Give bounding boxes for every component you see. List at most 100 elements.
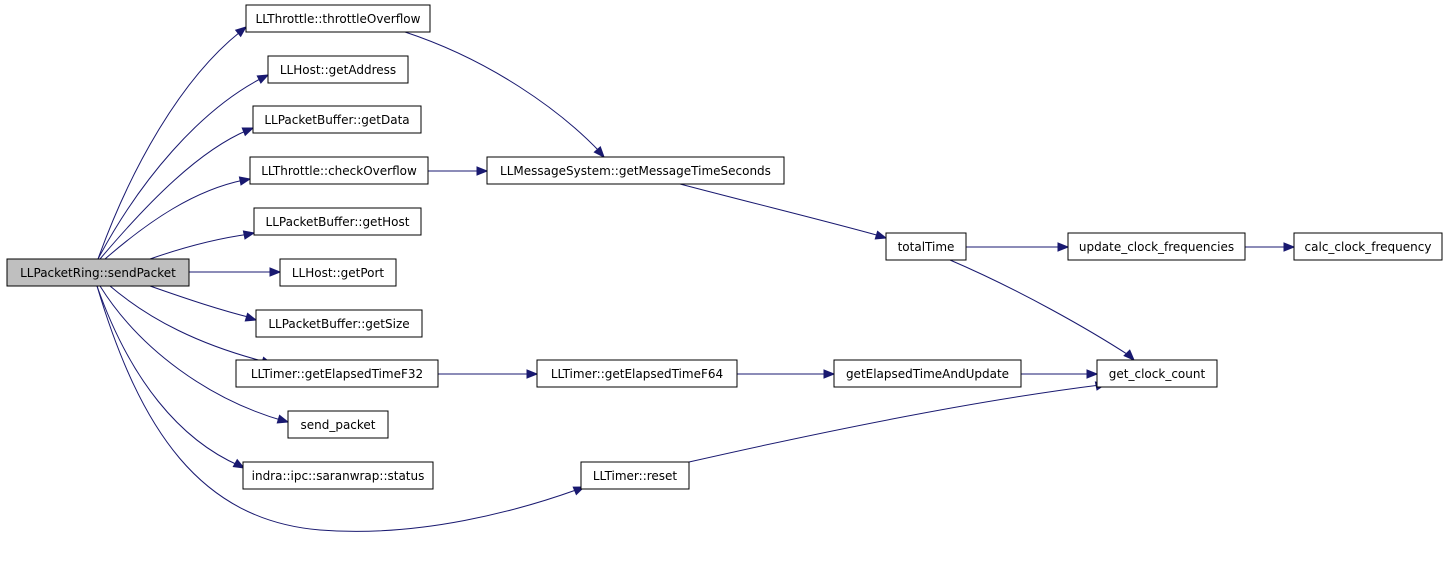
arrowhead (232, 458, 246, 469)
node-box (253, 207, 422, 236)
node-box (1067, 232, 1246, 261)
node-getSize[interactable]: LLPacketBuffer::getSize (255, 309, 423, 338)
node-send_packet[interactable]: send_packet (287, 410, 389, 439)
edge-totalTime-to-get_clock_count (949, 259, 1135, 361)
node-label: LLPacketBuffer::getSize (268, 317, 409, 331)
arrowhead (234, 26, 248, 38)
edge-line (404, 31, 601, 153)
node-label: LLHost::getAddress (280, 63, 396, 77)
edge-throttleOverflow-to-getMessageTimeSeconds (404, 31, 605, 159)
edge-line (96, 285, 241, 467)
arrowhead (593, 146, 605, 159)
node-label: LLTimer::getElapsedTimeF64 (551, 367, 723, 381)
node-box (536, 359, 738, 388)
edges-layer (96, 26, 1296, 532)
arrowhead (526, 369, 539, 379)
node-label: get_clock_count (1109, 367, 1206, 381)
node-getHost[interactable]: LLPacketBuffer::getHost (253, 207, 422, 236)
edge-line (149, 233, 251, 260)
arrowhead (1123, 349, 1135, 361)
node-checkOverflow[interactable]: LLThrottle::checkOverflow (249, 156, 429, 185)
arrowhead (269, 267, 282, 277)
edge-checkOverflow-to-getMessageTimeSeconds (428, 166, 489, 176)
node-get_clock_count[interactable]: get_clock_count (1096, 359, 1218, 388)
node-throttleOverflow[interactable]: LLThrottle::throttleOverflow (245, 4, 431, 33)
node-getElapsedTimeF64[interactable]: LLTimer::getElapsedTimeF64 (536, 359, 738, 388)
arrowhead (241, 127, 255, 137)
node-totalTime[interactable]: totalTime (885, 232, 967, 261)
node-label: LLMessageSystem::getMessageTimeSeconds (500, 164, 771, 178)
node-sendPacket[interactable]: LLPacketRing::sendPacket (6, 258, 190, 287)
node-box (235, 359, 439, 388)
node-box (267, 55, 409, 84)
node-box (279, 258, 397, 287)
edge-sendPacket-to-getPort (189, 267, 282, 277)
nodes-layer: LLPacketRing::sendPacket LLThrottle::thro… (6, 4, 1443, 490)
node-reset[interactable]: LLTimer::reset (580, 461, 690, 490)
edge-getElapsedTimeF64-to-getElapsedTimeAndUpdate (737, 369, 836, 379)
node-getElapsedTimeF32[interactable]: LLTimer::getElapsedTimeF32 (235, 359, 439, 388)
node-box (249, 156, 429, 185)
arrowhead (1086, 369, 1099, 379)
node-box (1096, 359, 1218, 388)
node-update_clock_frequencies[interactable]: update_clock_frequencies (1067, 232, 1246, 261)
node-label: calc_clock_frequency (1305, 240, 1432, 254)
node-status[interactable]: indra::ipc::saranwrap::status (242, 461, 434, 490)
edge-line (679, 183, 881, 237)
edge-totalTime-to-update_clock_frequencies (966, 242, 1070, 252)
node-box (6, 258, 190, 287)
edge-line (109, 285, 267, 363)
edge-reset-to-get_clock_count (688, 381, 1108, 463)
edge-getElapsedTimeAndUpdate-to-get_clock_count (1021, 369, 1099, 379)
node-box (1293, 232, 1443, 261)
edge-line (688, 384, 1101, 463)
edge-line (149, 285, 253, 319)
arrowhead (1283, 242, 1296, 252)
node-box (833, 359, 1022, 388)
edge-line (949, 259, 1131, 357)
arrowhead (238, 176, 252, 186)
edge-line (104, 179, 245, 260)
edge-sendPacket-to-getAddress (97, 74, 270, 260)
node-getPort[interactable]: LLHost::getPort (279, 258, 397, 287)
node-box (580, 461, 690, 490)
edge-line (97, 31, 241, 260)
node-label: send_packet (300, 418, 375, 432)
node-label: getElapsedTimeAndUpdate (846, 367, 1009, 381)
node-label: LLThrottle::throttleOverflow (256, 12, 421, 26)
arrowhead (256, 74, 270, 84)
node-getElapsedTimeAndUpdate[interactable]: getElapsedTimeAndUpdate (833, 359, 1022, 388)
node-label: LLHost::getPort (292, 266, 385, 280)
node-label: LLPacketBuffer::getData (264, 113, 409, 127)
edge-sendPacket-to-checkOverflow (104, 176, 252, 260)
arrowhead (1057, 242, 1070, 252)
node-label: LLTimer::getElapsedTimeF32 (251, 367, 423, 381)
node-label: totalTime (898, 240, 955, 254)
edge-sendPacket-to-status (96, 285, 246, 469)
edge-line (99, 129, 249, 260)
edge-line (97, 77, 263, 260)
edge-line (99, 285, 285, 422)
node-box (245, 4, 431, 33)
node-box (486, 156, 785, 185)
node-box (242, 461, 434, 490)
node-getData[interactable]: LLPacketBuffer::getData (252, 105, 422, 134)
edge-getMessageTimeSeconds-to-totalTime (679, 183, 888, 240)
node-box (885, 232, 967, 261)
node-box (255, 309, 423, 338)
node-getMessageTimeSeconds[interactable]: LLMessageSystem::getMessageTimeSeconds (486, 156, 785, 185)
edge-sendPacket-to-send_packet (99, 285, 290, 424)
edge-line (96, 285, 577, 532)
edge-sendPacket-to-getElapsedTimeF32 (109, 285, 274, 366)
edge-sendPacket-to-getHost (149, 230, 256, 260)
arrowhead (823, 369, 836, 379)
node-box (252, 105, 422, 134)
node-label: LLTimer::reset (593, 469, 678, 483)
node-calc_clock_frequency[interactable]: calc_clock_frequency (1293, 232, 1443, 261)
node-label: LLThrottle::checkOverflow (261, 164, 417, 178)
node-getAddress[interactable]: LLHost::getAddress (267, 55, 409, 84)
edge-getElapsedTimeF32-to-getElapsedTimeF64 (438, 369, 539, 379)
arrowhead (244, 312, 258, 322)
edge-sendPacket-to-getData (99, 127, 255, 260)
